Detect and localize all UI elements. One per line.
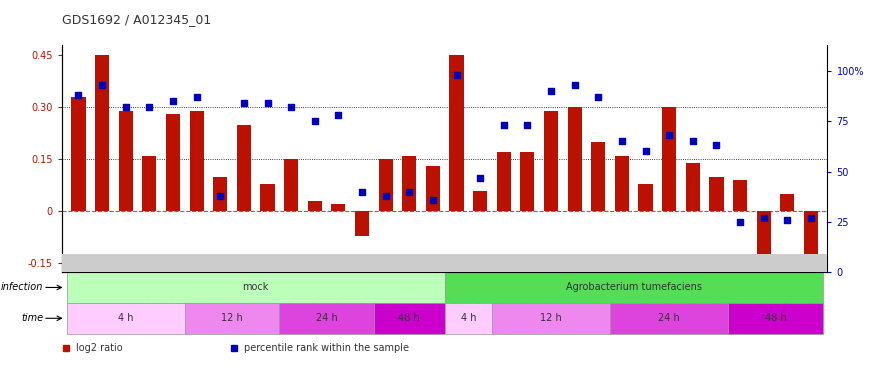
Bar — [379, 159, 393, 212]
Point — [544, 88, 558, 94]
Point — [426, 197, 440, 203]
Bar — [284, 159, 298, 212]
Bar — [308, 201, 322, 211]
Point — [402, 189, 416, 195]
Text: GDS1692 / A012345_01: GDS1692 / A012345_01 — [62, 13, 212, 26]
Text: 12 h: 12 h — [540, 313, 562, 323]
Text: mock: mock — [242, 282, 269, 292]
Point — [804, 215, 818, 221]
Bar — [189, 111, 204, 212]
Point — [662, 132, 676, 138]
Bar — [280, 303, 373, 334]
Bar — [473, 190, 488, 211]
Bar — [733, 180, 747, 212]
Bar — [165, 114, 180, 212]
Text: infection: infection — [1, 282, 43, 292]
Bar — [142, 156, 157, 212]
Text: 24 h: 24 h — [658, 313, 680, 323]
Text: 12 h: 12 h — [221, 313, 243, 323]
Point — [72, 92, 86, 98]
Bar — [402, 156, 416, 212]
Bar — [638, 184, 652, 211]
Bar — [66, 272, 445, 303]
Text: 24 h: 24 h — [316, 313, 337, 323]
Bar — [591, 142, 605, 211]
Point — [496, 122, 511, 128]
Text: percentile rank within the sample: percentile rank within the sample — [244, 343, 409, 353]
Text: Agrobacterium tumefaciens: Agrobacterium tumefaciens — [566, 282, 702, 292]
Text: time: time — [21, 313, 43, 323]
Point — [591, 94, 605, 100]
Text: 4 h: 4 h — [118, 313, 134, 323]
Bar — [662, 107, 676, 211]
Bar — [426, 166, 440, 211]
Point — [355, 189, 369, 195]
Bar — [445, 303, 492, 334]
Bar — [804, 211, 818, 281]
Point — [379, 193, 393, 199]
Bar — [213, 177, 227, 212]
Point — [119, 104, 133, 110]
Text: 4 h: 4 h — [460, 313, 476, 323]
Point — [237, 100, 251, 106]
Bar — [95, 56, 109, 211]
Point — [757, 215, 771, 221]
Point — [733, 219, 747, 225]
Bar — [331, 204, 345, 212]
Bar — [373, 303, 445, 334]
Bar — [72, 97, 86, 211]
Point — [686, 138, 700, 144]
Bar — [66, 303, 185, 334]
Point — [165, 98, 180, 104]
Bar — [450, 56, 464, 211]
Bar — [445, 272, 823, 303]
Point — [284, 104, 298, 110]
Point — [781, 217, 795, 223]
Bar — [710, 177, 724, 212]
Point — [308, 118, 322, 124]
Bar — [757, 211, 771, 277]
Point — [473, 175, 488, 181]
Point — [710, 142, 724, 148]
Bar — [544, 111, 558, 212]
Text: 48 h: 48 h — [398, 313, 420, 323]
Point — [142, 104, 157, 110]
Point — [331, 112, 345, 118]
Point — [615, 138, 629, 144]
Point — [260, 100, 274, 106]
Text: log2 ratio: log2 ratio — [76, 343, 122, 353]
Point — [567, 82, 581, 88]
Point — [450, 72, 464, 78]
Point — [213, 193, 227, 199]
Bar — [520, 153, 535, 212]
Bar — [496, 153, 511, 212]
Text: 48 h: 48 h — [765, 313, 786, 323]
Bar — [615, 156, 629, 212]
Bar — [185, 303, 280, 334]
Bar — [237, 125, 251, 211]
Bar — [781, 194, 795, 211]
Point — [638, 148, 652, 154]
Bar — [610, 303, 728, 334]
Bar — [119, 111, 133, 212]
Point — [95, 82, 109, 88]
Bar — [567, 107, 581, 211]
Bar — [686, 163, 700, 211]
Point — [189, 94, 204, 100]
Bar — [492, 303, 610, 334]
Point — [520, 122, 535, 128]
Bar — [728, 303, 823, 334]
Bar — [355, 211, 369, 236]
Bar — [260, 184, 274, 211]
